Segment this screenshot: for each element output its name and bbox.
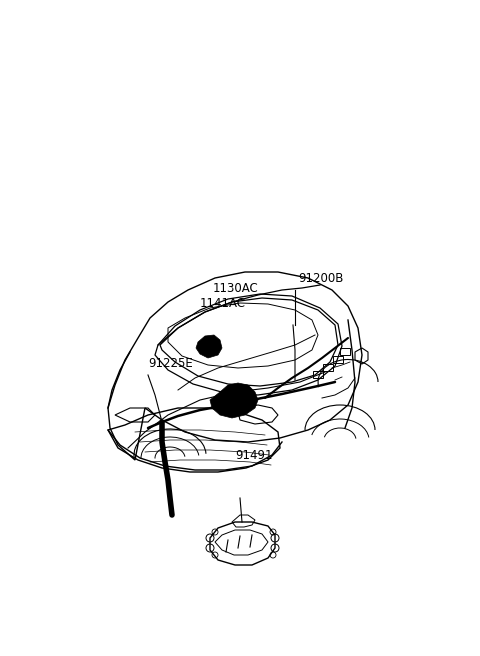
Bar bbox=[323, 364, 333, 371]
Polygon shape bbox=[196, 335, 222, 358]
Polygon shape bbox=[210, 383, 258, 418]
Text: 1141AC: 1141AC bbox=[200, 297, 246, 310]
Text: 1130AC: 1130AC bbox=[213, 282, 259, 295]
Bar bbox=[313, 371, 323, 378]
Text: 91491: 91491 bbox=[235, 449, 273, 462]
Text: 91200B: 91200B bbox=[298, 272, 343, 285]
Bar bbox=[340, 348, 350, 355]
Text: 91225E: 91225E bbox=[148, 357, 193, 370]
Bar bbox=[333, 356, 343, 363]
